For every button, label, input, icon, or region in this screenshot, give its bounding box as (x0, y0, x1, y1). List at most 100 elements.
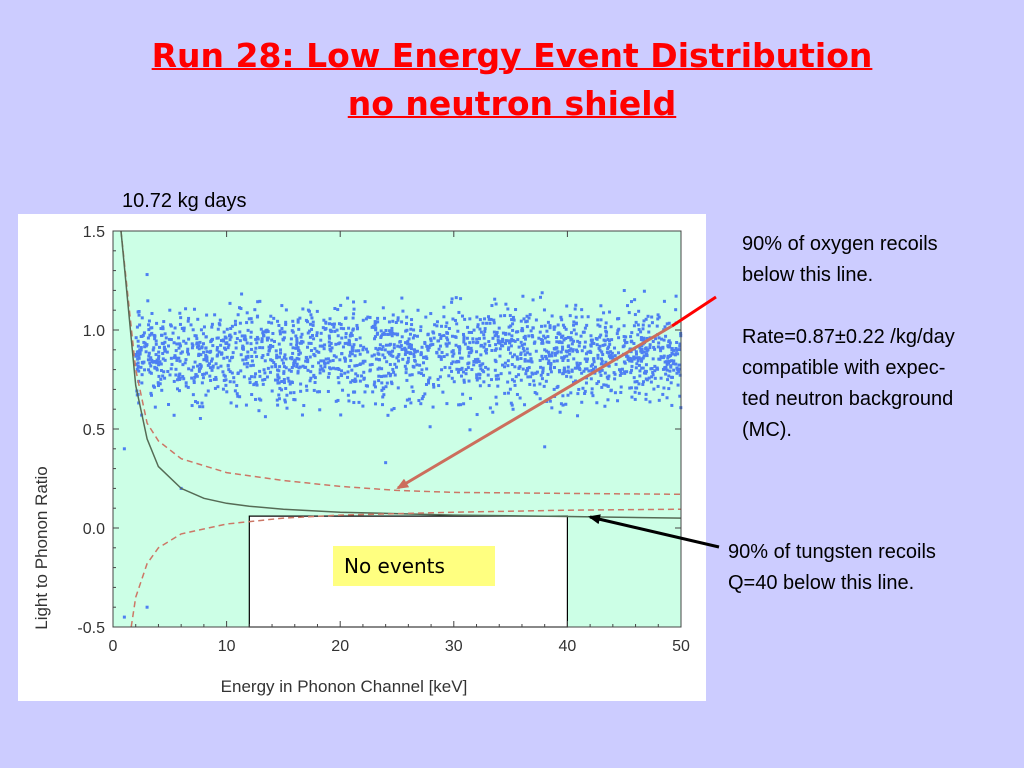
event-point (448, 366, 452, 370)
event-point (210, 325, 214, 329)
event-point (229, 335, 233, 339)
event-point (160, 333, 164, 337)
event-point (489, 317, 493, 321)
event-point (435, 350, 439, 354)
event-point (454, 335, 458, 339)
event-point (459, 403, 463, 407)
event-point (504, 339, 508, 343)
event-point (667, 374, 671, 378)
event-point (581, 330, 585, 334)
event-point (196, 364, 200, 368)
event-point (381, 353, 385, 357)
event-point (498, 347, 502, 351)
event-point (301, 307, 305, 311)
event-point (487, 317, 491, 321)
event-point (408, 373, 412, 377)
event-point (284, 386, 288, 390)
event-point (351, 316, 355, 320)
event-point (204, 335, 208, 339)
event-point (246, 350, 250, 354)
event-point (143, 368, 147, 372)
event-point (347, 399, 351, 403)
event-point (380, 347, 384, 351)
event-point (590, 369, 594, 373)
event-point (265, 338, 269, 342)
event-point (629, 335, 633, 339)
event-point (357, 349, 361, 353)
event-point (428, 425, 432, 429)
event-point (222, 356, 226, 360)
event-point (543, 445, 547, 449)
event-point (166, 369, 170, 373)
event-point (580, 308, 584, 312)
event-point (638, 374, 642, 378)
event-point (177, 346, 181, 350)
event-point (309, 300, 313, 304)
oxygen-note-line: below this line. (742, 264, 874, 286)
event-point (370, 354, 374, 358)
event-point (275, 398, 279, 402)
event-point (211, 344, 215, 348)
event-point (381, 403, 385, 407)
event-point (589, 334, 593, 338)
event-point (261, 354, 265, 358)
event-point (581, 386, 585, 390)
event-point (162, 370, 166, 374)
event-point (309, 370, 313, 374)
event-point (525, 347, 529, 351)
event-point (296, 318, 300, 322)
event-point (538, 358, 542, 362)
event-point (178, 359, 182, 363)
event-point (232, 376, 236, 380)
event-point (538, 397, 542, 401)
event-point (248, 377, 252, 381)
event-point (493, 368, 497, 372)
event-point (548, 367, 552, 371)
event-point (539, 373, 543, 377)
event-point (301, 340, 305, 344)
event-point (613, 377, 617, 381)
event-point (374, 326, 378, 330)
event-point (255, 335, 259, 339)
event-point (392, 406, 396, 410)
event-point (441, 390, 445, 394)
event-point (322, 361, 326, 365)
event-point (517, 366, 521, 370)
event-point (218, 318, 222, 322)
event-point (675, 366, 679, 370)
event-point (447, 326, 451, 330)
event-point (534, 371, 538, 375)
event-point (315, 331, 319, 335)
event-point (204, 358, 208, 362)
event-point (311, 364, 315, 368)
event-point (445, 402, 449, 406)
event-point (267, 320, 271, 324)
event-point (409, 352, 413, 356)
event-point (657, 336, 661, 340)
event-point (602, 311, 606, 315)
event-point (463, 317, 467, 321)
event-point (378, 358, 382, 362)
event-point (235, 404, 239, 408)
event-point (220, 351, 224, 355)
event-point (315, 349, 319, 353)
event-point (384, 329, 388, 333)
event-point (277, 397, 281, 401)
event-point (225, 390, 229, 394)
event-point (504, 331, 508, 335)
event-point (135, 325, 139, 329)
event-point (632, 324, 636, 328)
event-point (340, 336, 344, 340)
event-point (219, 339, 223, 343)
event-point (200, 381, 204, 385)
oxygen-note-line: 90% of oxygen recoils (742, 233, 938, 255)
event-point (384, 385, 388, 389)
event-point (485, 321, 489, 325)
event-point (629, 386, 633, 390)
event-point (389, 332, 393, 336)
tungsten-note-line: 90% of tungsten recoils (728, 541, 936, 563)
event-point (181, 327, 185, 331)
event-point (555, 340, 559, 344)
event-point (328, 336, 332, 340)
event-point (391, 319, 395, 323)
